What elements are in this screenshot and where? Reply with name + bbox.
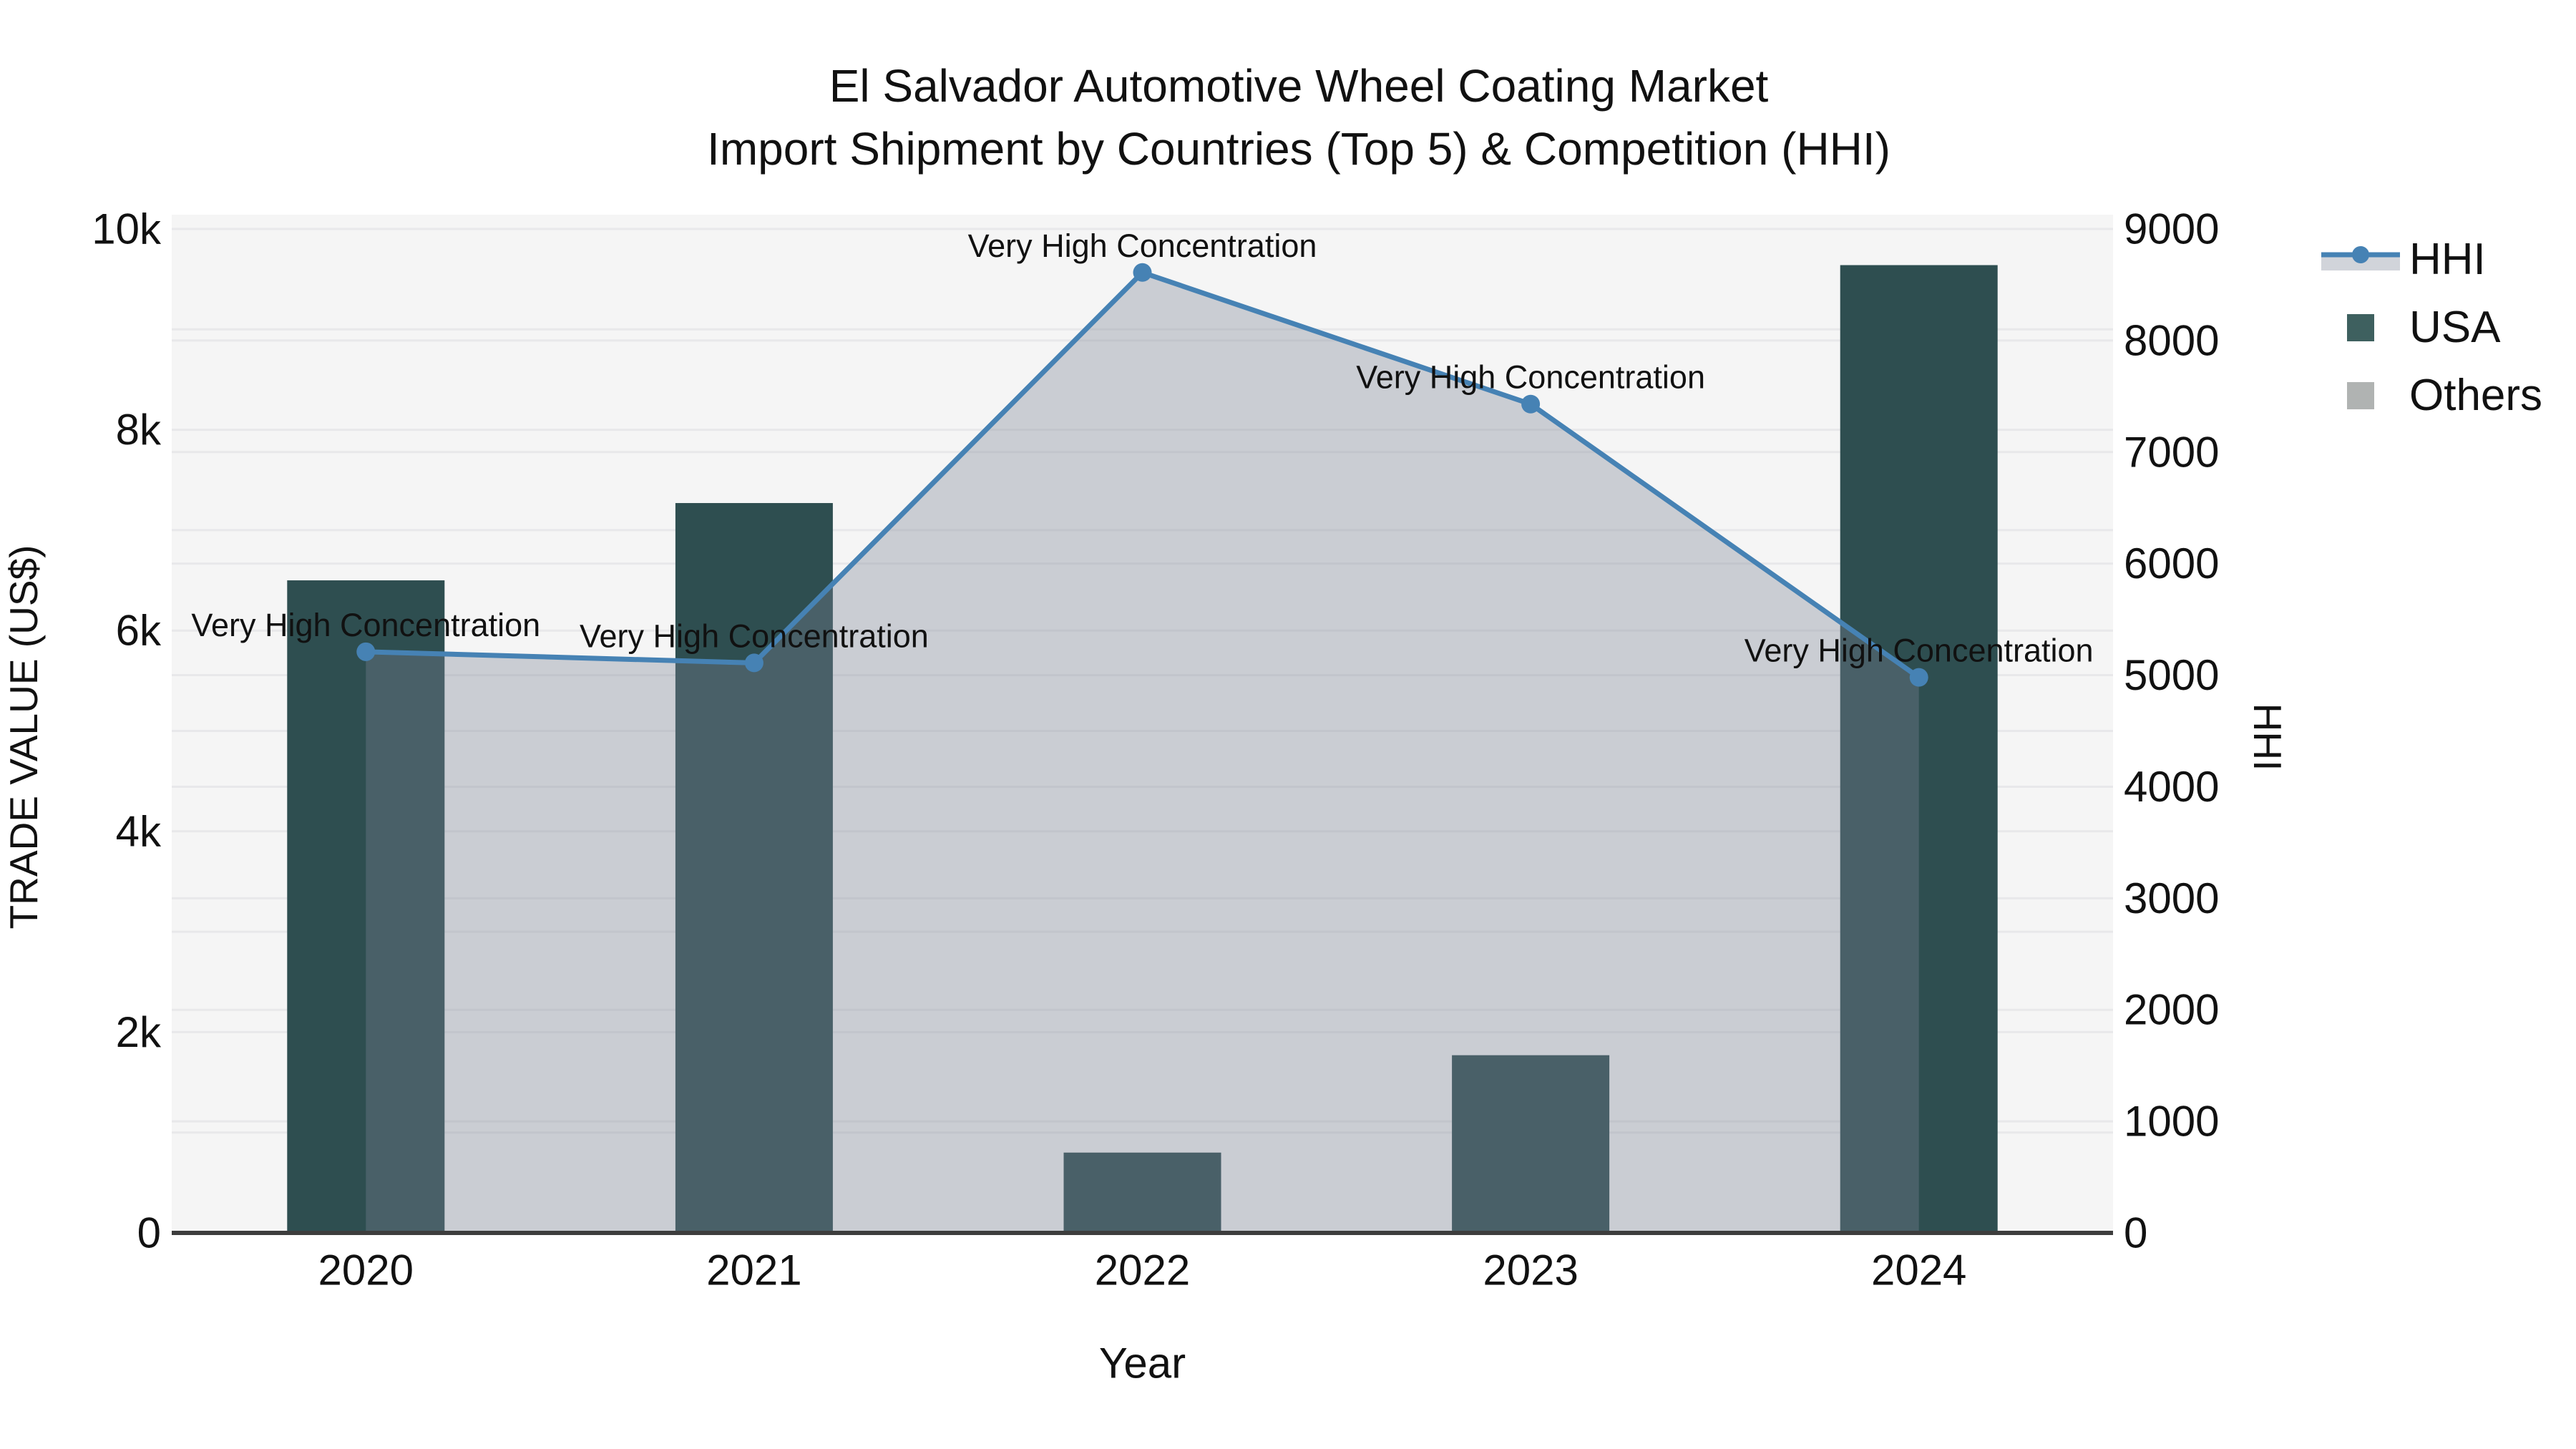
hhi-point-2023[interactable]: [1521, 394, 1541, 414]
annotation-2022: Very High Concentration: [968, 228, 1317, 264]
right-tick-8000: 8000: [2124, 316, 2219, 364]
right-tick-0: 0: [2124, 1209, 2147, 1257]
legend-label-others: Others: [2409, 371, 2543, 420]
legend-label-hhi: HHI: [2409, 235, 2486, 284]
others-swatch-icon: [2347, 381, 2374, 409]
right-tick-6000: 6000: [2124, 540, 2219, 587]
annotation-2021: Very High Concentration: [580, 618, 929, 654]
legend-label-usa: USA: [2409, 303, 2501, 352]
left-tick-2k: 2k: [116, 1008, 162, 1056]
annotation-2020: Very High Concentration: [191, 607, 540, 643]
right-tick-3000: 3000: [2124, 874, 2219, 922]
hhi-point-2024[interactable]: [1909, 668, 1928, 687]
x-tick-2024: 2024: [1871, 1246, 1966, 1294]
right-tick-5000: 5000: [2124, 651, 2219, 699]
legend-item-others[interactable]: Others: [2321, 361, 2542, 429]
chart-title-line1: El Salvador Automotive Wheel Coating Mar…: [829, 60, 1769, 112]
annotation-2024: Very High Concentration: [1745, 633, 2094, 669]
chart-title-line2: Import Shipment by Countries (Top 5) & C…: [707, 123, 1890, 175]
right-tick-9000: 9000: [2124, 205, 2219, 253]
bar-usa-2020[interactable]: [287, 580, 445, 1233]
annotation-2023: Very High Concentration: [1356, 359, 1705, 396]
x-tick-2023: 2023: [1483, 1246, 1578, 1294]
left-tick-6k: 6k: [116, 607, 162, 655]
hhi-point-2022[interactable]: [1133, 263, 1152, 282]
right-tick-4000: 4000: [2124, 763, 2219, 811]
hhi-area-fill: [366, 272, 1919, 1234]
x-axis-title: Year: [1099, 1340, 1186, 1387]
x-tick-2020: 2020: [318, 1246, 414, 1294]
hhi-point-2020[interactable]: [356, 642, 376, 661]
plot-area: [172, 215, 2113, 1233]
right-axis-title: HHI: [2245, 703, 2290, 771]
chart-title: El Salvador Automotive Wheel Coating Mar…: [0, 54, 2576, 180]
left-tick-8k: 8k: [116, 406, 162, 454]
x-tick-2022: 2022: [1095, 1246, 1190, 1294]
bar-usa-2023[interactable]: [1452, 1055, 1610, 1233]
usa-swatch-icon: [2347, 313, 2374, 341]
bar-usa-2024[interactable]: [1840, 265, 1998, 1233]
right-tick-2000: 2000: [2124, 986, 2219, 1034]
x-tick-2021: 2021: [706, 1246, 801, 1294]
left-tick-10k: 10k: [92, 205, 162, 253]
left-tick-4k: 4k: [116, 807, 162, 855]
hhi-point-2021[interactable]: [744, 653, 763, 673]
right-tick-1000: 1000: [2124, 1098, 2219, 1146]
bar-usa-2021[interactable]: [675, 503, 833, 1233]
hhi-line-sample-icon: [2321, 243, 2401, 277]
bar-usa-2022[interactable]: [1063, 1152, 1221, 1233]
right-tick-7000: 7000: [2124, 428, 2219, 476]
legend-item-usa[interactable]: USA: [2321, 293, 2542, 361]
legend-item-hhi[interactable]: HHI: [2321, 225, 2542, 293]
left-tick-0: 0: [137, 1209, 161, 1257]
left-axis-title: TRADE VALUE (US$): [1, 545, 46, 930]
legend: HHI USA Others: [2321, 225, 2542, 429]
